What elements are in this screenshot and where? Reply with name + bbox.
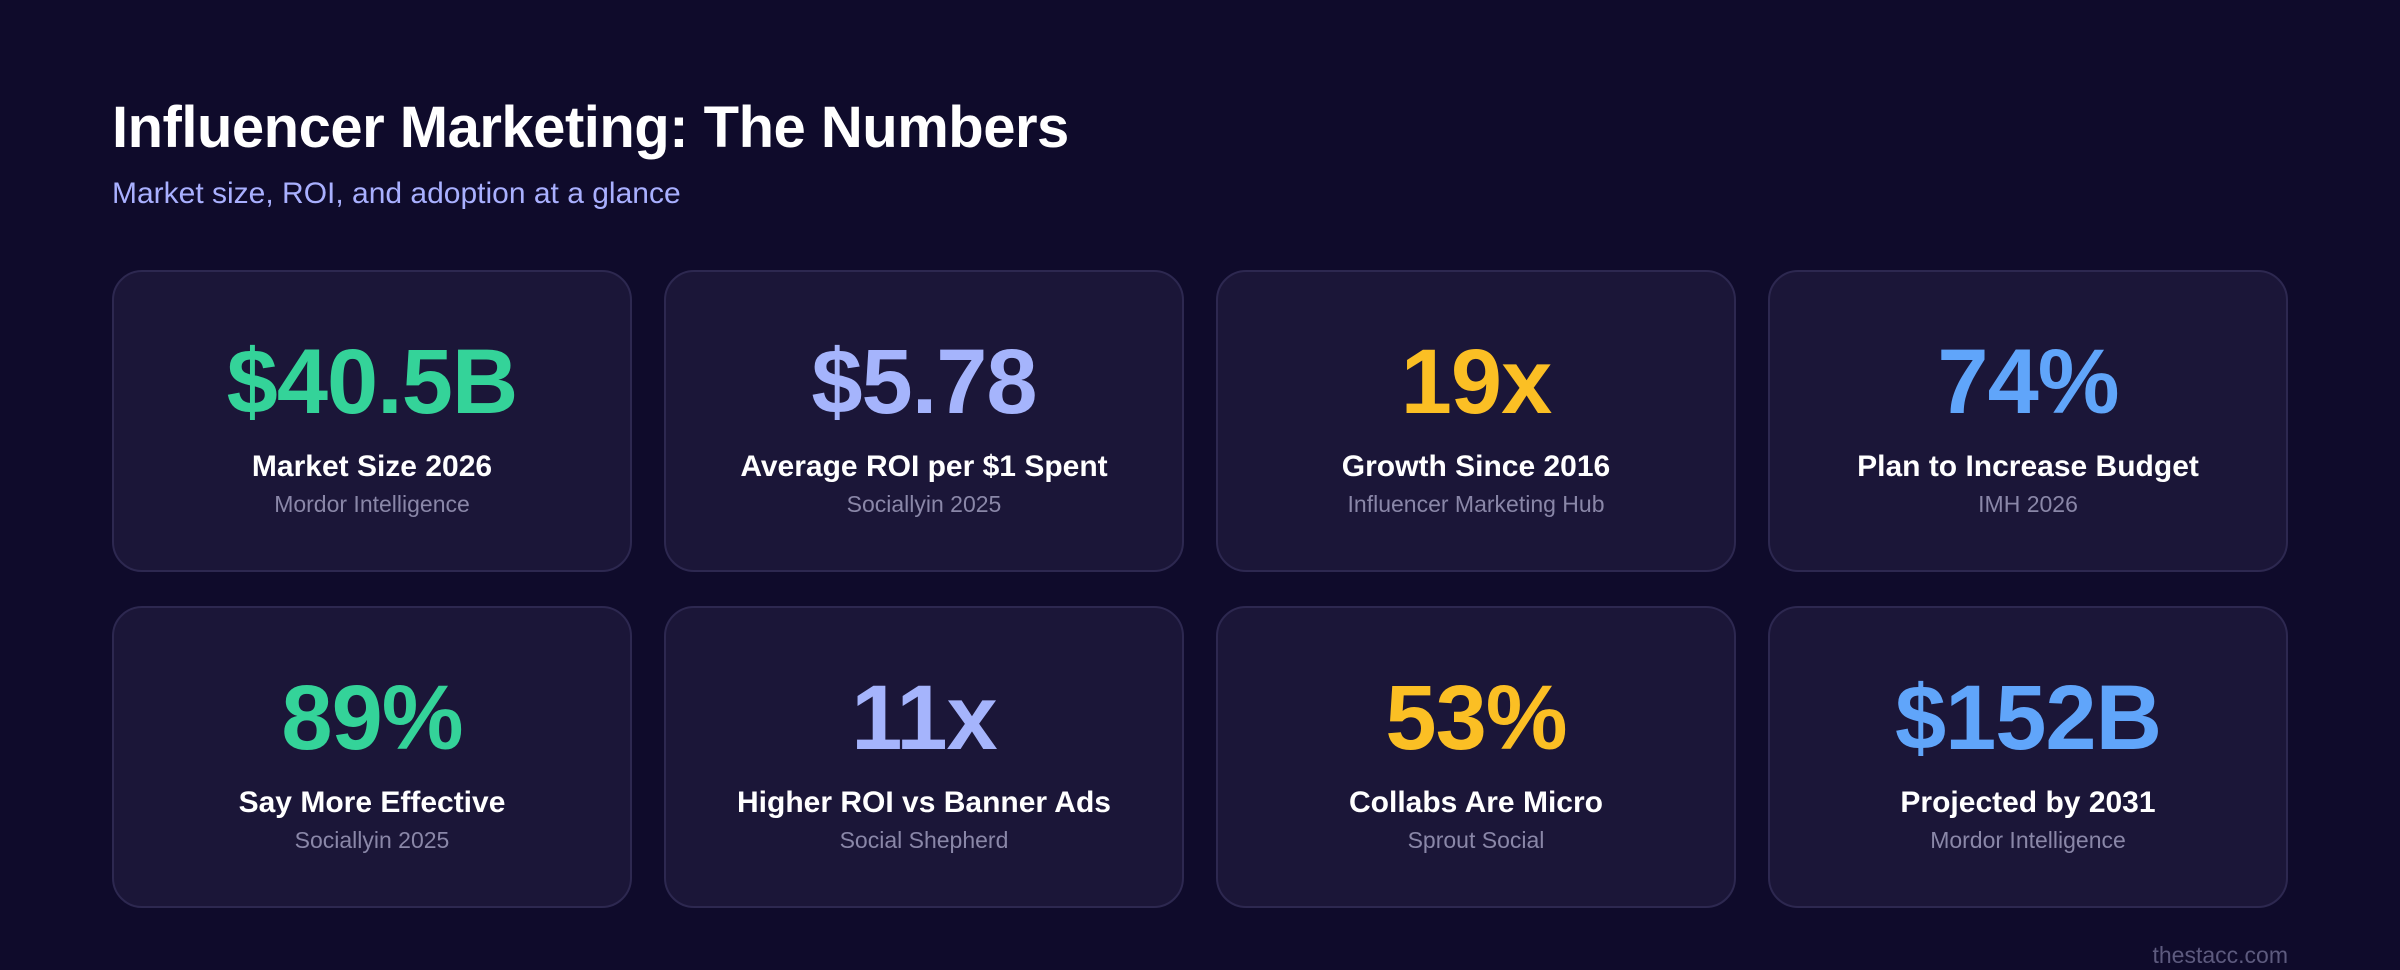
stat-card-budget-increase: 74% Plan to Increase Budget IMH 2026 [1768, 270, 2288, 572]
stat-label: Projected by 2031 [1900, 786, 2156, 819]
stat-source: Social Shepherd [839, 827, 1009, 853]
stat-label: Collabs Are Micro [1349, 786, 1603, 819]
stat-label: Average ROI per $1 Spent [740, 450, 1108, 483]
stat-value: 89% [281, 667, 463, 769]
stat-source: Influencer Marketing Hub [1347, 491, 1605, 517]
stat-card-micro-collabs: 53% Collabs Are Micro Sprout Social [1216, 606, 1736, 908]
stat-value: 53% [1385, 667, 1567, 769]
page-title: Influencer Marketing: The Numbers [112, 95, 1069, 160]
stat-card-growth: 19x Growth Since 2016 Influencer Marketi… [1216, 270, 1736, 572]
page-subtitle: Market size, ROI, and adoption at a glan… [112, 177, 681, 210]
stat-label: Say More Effective [238, 786, 506, 819]
stat-value: $40.5B [226, 331, 519, 433]
stat-card-market-size: $40.5B Market Size 2026 Mordor Intellige… [112, 270, 632, 572]
stat-card-effectiveness: 89% Say More Effective Sociallyin 2025 [112, 606, 632, 908]
stat-label: Plan to Increase Budget [1857, 450, 2199, 483]
stat-source: Mordor Intelligence [1930, 827, 2126, 853]
stat-source: Mordor Intelligence [274, 491, 470, 517]
stat-card-average-roi: $5.78 Average ROI per $1 Spent Sociallyi… [664, 270, 1184, 572]
stat-card-projection: $152B Projected by 2031 Mordor Intellige… [1768, 606, 2288, 908]
stat-value: 11x [851, 667, 997, 769]
stat-source: Sociallyin 2025 [846, 491, 1002, 517]
stat-value: 19x [1400, 331, 1552, 433]
stat-value: $152B [1894, 667, 2162, 769]
stat-label: Higher ROI vs Banner Ads [737, 786, 1111, 819]
stat-value: 74% [1937, 331, 2119, 433]
stat-label: Market Size 2026 [251, 450, 493, 483]
stat-value: $5.78 [811, 331, 1037, 433]
stats-grid: $40.5B Market Size 2026 Mordor Intellige… [112, 270, 2288, 908]
stat-label: Growth Since 2016 [1341, 450, 1611, 483]
stat-source: Sociallyin 2025 [294, 827, 450, 853]
stat-source: Sprout Social [1407, 827, 1545, 853]
stat-card-roi-vs-banner: 11x Higher ROI vs Banner Ads Social Shep… [664, 606, 1184, 908]
footer-credit: thestacc.com [2152, 942, 2289, 968]
stat-source: IMH 2026 [1978, 491, 2078, 517]
